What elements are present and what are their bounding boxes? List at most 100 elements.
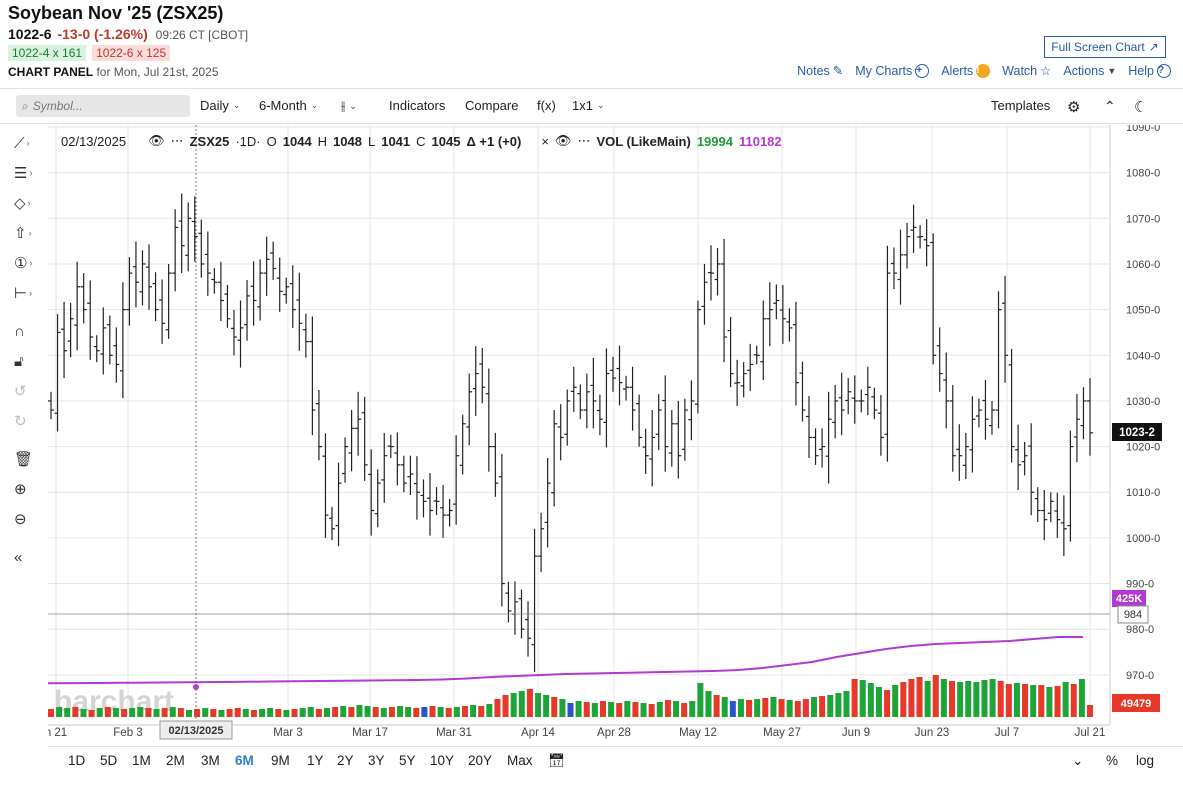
close-study-icon[interactable]: × [541, 133, 549, 149]
volume-bar [697, 683, 704, 717]
legend-delta: Δ +1 (+0) [466, 133, 522, 149]
ohlc-bar [61, 301, 68, 379]
range-10y-button[interactable]: 10Y [430, 753, 455, 768]
ohlc-bar [753, 345, 760, 365]
volume-bar [940, 679, 947, 717]
volume-bar [599, 701, 606, 717]
shapes-tool[interactable]: ◇ › [14, 191, 44, 215]
bar-type-dropdown[interactable]: ⫲ ⌄ [341, 98, 357, 114]
ohlc-bar [1021, 442, 1028, 476]
settings-gear-icon[interactable]: ⚙ [1067, 99, 1081, 116]
symbol-search-input[interactable]: ⌕ Symbol... [16, 95, 190, 117]
volume-bar [461, 706, 468, 717]
zoom-in-button[interactable]: ⊕ [14, 477, 44, 501]
redo-button[interactable]: ↻ [14, 409, 44, 433]
volume-bar [307, 707, 314, 717]
delete-drawings-button[interactable]: 🗑︎ [14, 447, 44, 471]
volume-bar [234, 708, 241, 717]
ohlc-bar [792, 301, 799, 406]
volume-bar [843, 691, 850, 717]
ohlc-bar [348, 410, 355, 472]
range-3y-button[interactable]: 3Y [368, 753, 385, 768]
volume-bar [340, 706, 347, 717]
more-dots-icon[interactable]: ⋯ [170, 133, 184, 148]
period-dropdown[interactable]: Daily ⌄ [200, 98, 240, 113]
volume-bar [900, 682, 907, 717]
collapse-up-icon[interactable]: ⌃ [1104, 98, 1116, 114]
compare-button[interactable]: Compare [465, 98, 519, 113]
help-link[interactable]: Help? [1128, 63, 1171, 78]
magnet-tool[interactable]: ∩ [14, 319, 44, 343]
volume-study-label: VOL (LikeMain) [596, 133, 691, 149]
ohlc-bar [230, 310, 237, 356]
price-chart[interactable]: 1090-0 1080-0 1070-0 1060-0 1050-0 1040-0 1030… [45, 122, 1183, 745]
trendline-tool[interactable]: ⟋ › [14, 131, 44, 155]
range-max-button[interactable]: Max [507, 753, 533, 768]
range-1y-button[interactable]: 1Y [307, 753, 324, 768]
zoom-out-button[interactable]: ⊖ [14, 507, 44, 531]
range-bar: ⌄ % log 1D 5D 1M 2M 3M 6M 9M 1Y 2Y 3Y 5Y 10Y 20Y Max 📅… [48, 746, 1183, 776]
ohlc-bar [623, 375, 630, 401]
percent-toggle[interactable]: % [1106, 753, 1119, 768]
range-1m-button[interactable]: 1M [132, 753, 151, 768]
range-5d-button[interactable]: 5D [100, 753, 118, 768]
calendar-icon[interactable]: 📅︎ [548, 753, 566, 768]
range-1d-button[interactable]: 1D [68, 753, 86, 768]
eye-icon[interactable]: 👁︎ [554, 133, 572, 148]
collapse-toolbar-button[interactable]: « [14, 545, 44, 569]
ohlc-bar [74, 261, 81, 351]
ohlc-bar [531, 528, 538, 673]
lock-tool[interactable]: 🔓︎ [14, 349, 44, 373]
alerts-link[interactable]: Alerts! [941, 63, 991, 78]
ohlc-bar [832, 384, 839, 439]
price-tick-label: 980-0 [1126, 624, 1154, 636]
volume-average-box [1112, 590, 1146, 607]
volume-bar [1070, 684, 1077, 717]
function-button[interactable]: f(x) [537, 98, 556, 113]
ohlc-bar [1002, 275, 1009, 383]
range-dropdown[interactable]: 6-Month ⌄ [259, 98, 318, 113]
ohlc-bar [760, 300, 767, 380]
ohlc-bar [420, 479, 427, 518]
fibonacci-tool[interactable]: ☰ › [14, 161, 44, 185]
layout-dropdown[interactable]: 1x1 ⌄ [572, 98, 605, 113]
my-charts-link[interactable]: My Charts + [855, 63, 930, 78]
arrow-tool[interactable]: ⇧ › [14, 221, 44, 245]
ohlc-bar [1041, 489, 1048, 541]
range-9m-button[interactable]: 9M [271, 753, 290, 768]
measure-tool[interactable]: ⊢ › [14, 281, 44, 305]
more-dots-icon[interactable]: ⋯ [577, 133, 591, 148]
range-6m-button[interactable]: 6M [235, 753, 254, 768]
chart-panel-label: CHART PANEL for Mon, Jul 21st, 2025 [8, 65, 219, 79]
dark-mode-moon-icon[interactable]: ☾ [1134, 99, 1148, 116]
ohlc-bar [257, 259, 264, 321]
actions-menu[interactable]: Actions ▼ [1063, 64, 1116, 78]
chart-canvas[interactable]: 1090-0 1080-0 1070-0 1060-0 1050-0 1040-0 1030… [45, 122, 1183, 745]
ohlc-bar [596, 394, 603, 436]
templates-button[interactable]: Templates [991, 98, 1051, 113]
indicators-button[interactable]: Indicators [389, 98, 446, 113]
range-label: 6-Month [259, 98, 307, 113]
log-toggle[interactable]: log [1136, 753, 1155, 768]
undo-button[interactable]: ↺ [14, 379, 44, 403]
ohlc-bar [917, 225, 924, 249]
chevron-right-icon: › [29, 288, 33, 298]
ohlc-bar [747, 343, 754, 391]
watch-link[interactable]: Watch ☆ [1002, 63, 1051, 79]
ohlc-bar [851, 375, 858, 424]
eye-icon[interactable]: 👁︎ [148, 133, 165, 148]
range-5y-button[interactable]: 5Y [399, 753, 416, 768]
full-screen-chart-button[interactable]: Full Screen Chart ↗ [1044, 36, 1166, 58]
volume-bar [754, 699, 761, 717]
range-20y-button[interactable]: 20Y [468, 753, 493, 768]
price-tick-label: 1020-0 [1126, 442, 1160, 454]
range-2y-button[interactable]: 2Y [337, 753, 354, 768]
range-3m-button[interactable]: 3M [201, 753, 220, 768]
question-icon: ? [1157, 63, 1171, 78]
range-2m-button[interactable]: 2M [166, 753, 185, 768]
chevron-down-icon: ⌄ [310, 100, 319, 110]
notes-link[interactable]: Notes ✎ [797, 63, 843, 79]
annotation-tool[interactable]: ① › [14, 251, 44, 275]
expand-chevron-icon[interactable]: ⌄ [1072, 753, 1084, 768]
volume-bar [778, 699, 785, 717]
